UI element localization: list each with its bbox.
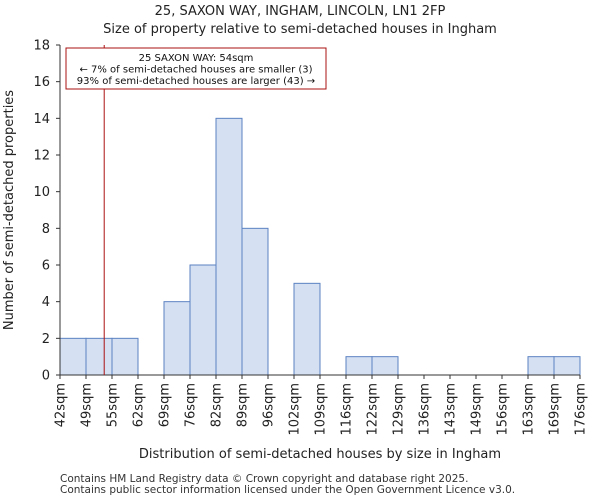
x-tick-label: 62sqm — [132, 383, 147, 427]
x-tick-label: 143sqm — [444, 383, 459, 436]
histogram-bar — [241, 227, 269, 376]
x-tick-label: 102sqm — [288, 383, 303, 436]
y-tick-label: 14 — [33, 112, 50, 127]
histogram-bar — [553, 356, 581, 376]
x-tick-label: 49sqm — [80, 383, 95, 427]
histogram-bar — [371, 356, 399, 376]
histogram-bar — [85, 337, 113, 376]
y-tick-label: 4 — [42, 295, 50, 310]
histogram-bar — [293, 282, 321, 376]
x-tick-label: 69sqm — [158, 383, 173, 427]
x-tick-label: 156sqm — [496, 383, 511, 436]
y-tick-label: 10 — [33, 185, 50, 200]
histogram-bar — [345, 356, 373, 376]
annotation-box — [65, 47, 327, 90]
y-tick-label: 8 — [42, 222, 50, 237]
histogram-bar — [59, 337, 87, 376]
y-tick-label: 12 — [33, 149, 50, 164]
y-axis-label: Number of semi-detached properties — [2, 90, 17, 330]
x-tick-label: 129sqm — [392, 383, 407, 436]
x-tick-label: 169sqm — [548, 383, 563, 436]
x-tick-label: 76sqm — [184, 383, 199, 427]
x-tick-label: 109sqm — [314, 383, 329, 436]
annotation-line-2: ← 7% of semi-detached houses are smaller… — [79, 65, 312, 76]
x-tick-label: 176sqm — [574, 383, 589, 436]
chart-subtitle: Size of property relative to semi-detach… — [103, 22, 497, 37]
x-tick-label: 116sqm — [340, 383, 355, 436]
x-tick-label: 136sqm — [418, 383, 433, 436]
chart-title: 25, SAXON WAY, INGHAM, LINCOLN, LN1 2FP — [154, 4, 446, 19]
x-axis-label: Distribution of semi-detached houses by … — [139, 447, 501, 462]
y-tick-label: 2 — [42, 332, 50, 347]
y-tick-label: 0 — [42, 369, 50, 384]
x-tick-label: 163sqm — [522, 383, 537, 436]
histogram-bar — [527, 356, 555, 376]
histogram-bar — [215, 117, 243, 376]
x-tick-label: 122sqm — [366, 383, 381, 436]
histogram-bar — [111, 337, 139, 376]
footer-line-2: Contains public sector information licen… — [60, 484, 516, 496]
y-tick-label: 6 — [42, 259, 50, 274]
histogram-bar — [163, 301, 191, 376]
footer-line-1: Contains HM Land Registry data © Crown c… — [60, 473, 469, 485]
x-tick-label: 55sqm — [106, 383, 121, 427]
x-tick-label: 96sqm — [262, 383, 277, 427]
y-tick-label: 16 — [33, 75, 50, 90]
x-tick-label: 42sqm — [54, 383, 69, 427]
histogram-bar — [189, 264, 217, 376]
histogram-chart: 0 2 4 6 8 10 12 14 16 18 42sqm 49sqm 55sqm 62sqm 69sqm… — [2, 39, 589, 463]
footer: Contains HM Land Registry data © Crown c… — [60, 474, 515, 496]
x-tick-label: 89sqm — [236, 383, 251, 427]
annotation-line-3: 93% of semi-detached houses are larger (… — [77, 76, 315, 87]
annotation-line-1: 25 SAXON WAY: 54sqm — [139, 53, 254, 64]
x-tick-label: 82sqm — [210, 383, 225, 427]
x-tick-label: 149sqm — [470, 383, 485, 436]
y-tick-label: 18 — [33, 39, 50, 54]
